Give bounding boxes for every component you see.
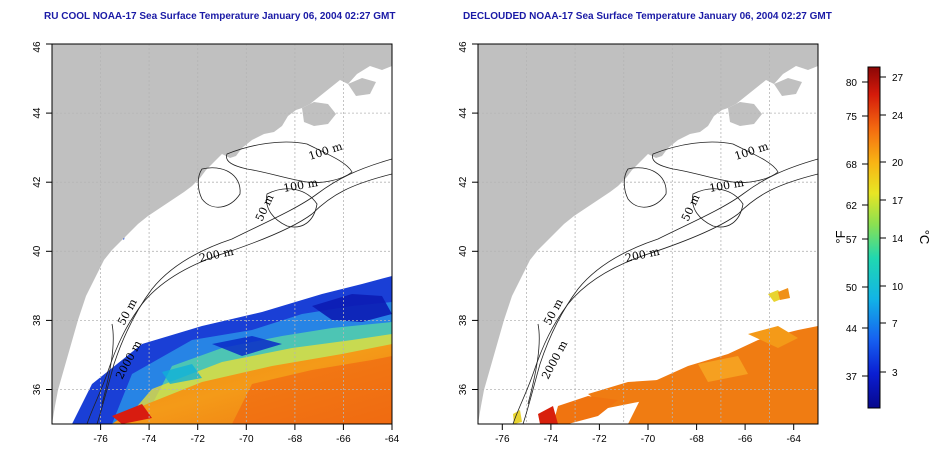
fahrenheit-tick: 57 — [846, 235, 858, 246]
left-sst-field — [62, 230, 392, 424]
lat-tick-label: 46 — [32, 41, 43, 53]
lon-tick-label: -66 — [336, 434, 351, 445]
lon-tick-label: -70 — [239, 434, 254, 445]
celsius-tick: 27 — [892, 73, 904, 84]
lat-tick-label: 42 — [32, 176, 43, 188]
lon-tick-label: -76 — [495, 434, 510, 445]
right-panel-title: DECLOUDED NOAA-17 Sea Surface Temperatur… — [463, 11, 832, 22]
lon-tick-label: -68 — [689, 434, 704, 445]
right-lon-tick-labels: -76 -74 -72 -70 -68 -66 -64 — [495, 434, 801, 445]
right-bathymetry-contours — [512, 141, 818, 424]
celsius-unit-label: °C — [917, 230, 932, 245]
lat-tick-label: 42 — [458, 176, 469, 188]
left-lon-tick-labels: -76 -74 -72 -70 -68 -66 -64 — [93, 434, 399, 445]
celsius-tick: 10 — [892, 282, 904, 293]
right-grid — [478, 44, 818, 424]
left-lat-tick-labels: 36 38 40 42 44 46 — [32, 41, 43, 395]
celsius-tick: 20 — [892, 158, 904, 169]
right-map-panel: 100 m 100 m 50 m 200 m 50 m 2000 m -76 -… — [458, 41, 819, 445]
fahrenheit-tick: 80 — [846, 78, 858, 89]
lat-tick-label: 44 — [32, 107, 43, 119]
lon-tick-label: -74 — [544, 434, 559, 445]
lat-tick-label: 40 — [458, 245, 469, 257]
lon-tick-label: -64 — [786, 434, 801, 445]
left-axis-ticks — [46, 43, 393, 430]
colorbar-gradient — [867, 66, 881, 409]
celsius-tick: 14 — [892, 234, 904, 245]
left-panel-title: RU COOL NOAA-17 Sea Surface Temperature … — [44, 11, 396, 22]
lat-tick-label: 36 — [32, 384, 43, 396]
fahrenheit-tick: 75 — [846, 112, 858, 123]
contour-label: 100 m — [708, 176, 745, 195]
lon-tick-label: -68 — [288, 434, 303, 445]
celsius-tick: 7 — [892, 319, 898, 330]
lat-tick-label: 40 — [32, 245, 43, 257]
lon-tick-label: -70 — [641, 434, 656, 445]
celsius-tick: 24 — [892, 111, 904, 122]
celsius-tick: 3 — [892, 368, 898, 379]
right-lat-tick-labels: 36 38 40 42 44 46 — [458, 41, 469, 395]
fahrenheit-unit-label: °F — [833, 230, 848, 243]
left-map-panel: 100 m 100 m 50 m 200 m 50 m 2000 m -76 -… — [32, 41, 400, 445]
lon-tick-label: -64 — [385, 434, 400, 445]
celsius-tick: 17 — [892, 196, 904, 207]
contour-label: 100 m — [282, 176, 319, 195]
colorbar: 80 75 68 62 57 50 44 37 27 24 20 17 14 1… — [833, 66, 932, 409]
lon-tick-label: -74 — [142, 434, 157, 445]
fahrenheit-tick: 50 — [846, 283, 858, 294]
fahrenheit-tick-labels: 80 75 68 62 57 50 44 37 — [846, 78, 858, 383]
lat-tick-label: 36 — [458, 384, 469, 396]
lat-tick-label: 46 — [458, 41, 469, 53]
fahrenheit-tick: 68 — [846, 160, 858, 171]
fahrenheit-tick: 44 — [846, 324, 858, 335]
lat-tick-label: 38 — [32, 314, 43, 326]
lon-tick-label: -76 — [93, 434, 108, 445]
lon-tick-label: -72 — [190, 434, 205, 445]
left-bathymetry-contours — [86, 141, 392, 424]
lon-tick-label: -66 — [738, 434, 753, 445]
fahrenheit-tick: 62 — [846, 201, 858, 212]
lon-tick-label: -72 — [592, 434, 607, 445]
left-grid — [52, 44, 392, 424]
celsius-tick-labels: 27 24 20 17 14 10 7 3 — [892, 73, 904, 379]
lat-tick-label: 38 — [458, 314, 469, 326]
right-sst-field — [488, 268, 818, 424]
lat-tick-label: 44 — [458, 107, 469, 119]
right-axis-ticks — [472, 43, 795, 430]
fahrenheit-tick: 37 — [846, 372, 858, 383]
